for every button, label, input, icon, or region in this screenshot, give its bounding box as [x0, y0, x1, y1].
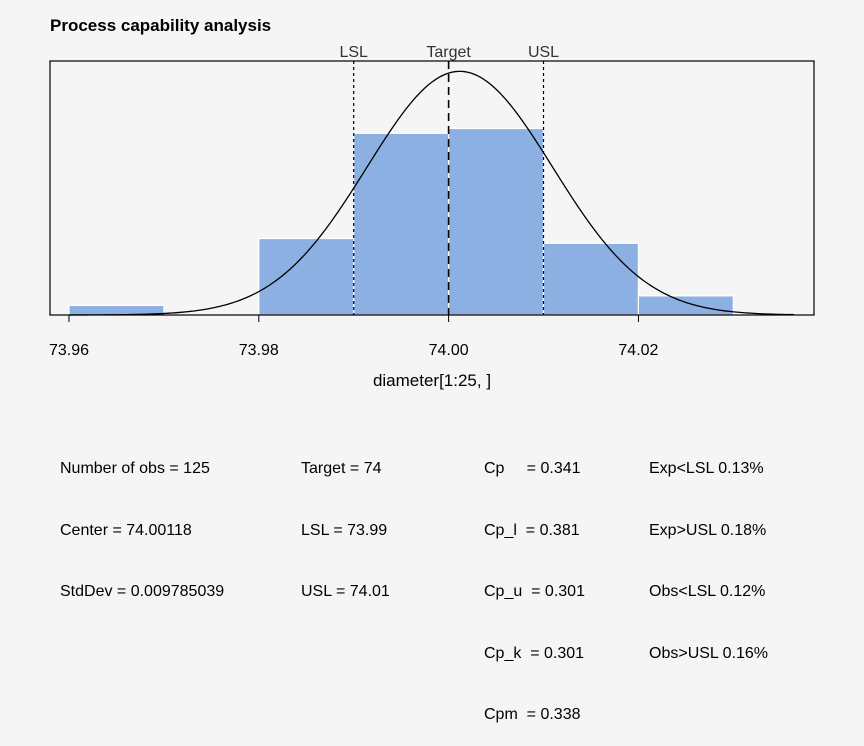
- normal-density-curve: [68, 70, 795, 316]
- spec-limit-lines: LSL Target USL: [339, 44, 559, 315]
- histogram-bar-4: [448, 127, 545, 316]
- stat-obs-above-usl: Obs>USL 0.16%: [649, 644, 769, 662]
- x-tick-label: 73.98: [239, 342, 279, 359]
- stats-spec-limits: Target = 74 LSL = 73.99 USL = 74.01: [301, 418, 390, 623]
- stat-lsl: LSL = 73.99: [301, 521, 388, 539]
- spec-label-lsl: LSL: [339, 44, 368, 61]
- stat-cp: Cp = 0.341: [484, 460, 581, 477]
- histogram-bar-3: [353, 132, 450, 316]
- stat-stddev: StdDev = 0.009785039: [60, 583, 225, 600]
- histogram-bar-6: [637, 295, 734, 316]
- x-axis-label: diameter[1:25, ]: [373, 371, 491, 390]
- x-axis: 73.96 73.98 74.00 74.02: [49, 314, 659, 359]
- stat-number-of-obs: Number of obs = 125: [60, 460, 210, 477]
- x-tick-label: 74.02: [618, 342, 658, 359]
- histogram-bar-5: [542, 242, 640, 316]
- spec-label-target: Target: [426, 44, 471, 61]
- capability-chart: Process capability analysis LSL Target USL…: [49, 16, 815, 390]
- stat-cp-l: Cp_l = 0.381: [484, 521, 580, 539]
- stat-usl: USL = 74.01: [301, 583, 390, 600]
- x-tick-label: 74.00: [429, 342, 469, 359]
- stat-cp-u: Cp_u = 0.301: [484, 583, 585, 600]
- stat-cpm: Cpm = 0.338: [484, 706, 581, 723]
- x-tick-label: 73.96: [49, 342, 89, 359]
- histogram-bar-2: [258, 237, 355, 316]
- stats-out-of-spec: Exp<LSL 0.13% Exp>USL 0.18% Obs<LSL 0.12…: [649, 418, 768, 685]
- histogram-bars: [68, 127, 734, 316]
- stat-center: Center = 74.00118: [60, 521, 192, 539]
- stat-obs-below-lsl: Obs<LSL 0.12%: [649, 583, 766, 600]
- stat-target: Target = 74: [301, 460, 382, 477]
- stats-capability-indices: Cp = 0.341 Cp_l = 0.381 Cp_u = 0.301 Cp_…: [484, 418, 585, 746]
- stats-observations: Number of obs = 125 Center = 74.00118 St…: [60, 418, 224, 623]
- stat-exp-above-usl: Exp>USL 0.18%: [649, 521, 767, 539]
- spec-label-usl: USL: [528, 44, 559, 61]
- stat-cp-k: Cp_k = 0.301: [484, 644, 585, 662]
- chart-title: Process capability analysis: [50, 16, 271, 35]
- stat-exp-below-lsl: Exp<LSL 0.13%: [649, 460, 764, 477]
